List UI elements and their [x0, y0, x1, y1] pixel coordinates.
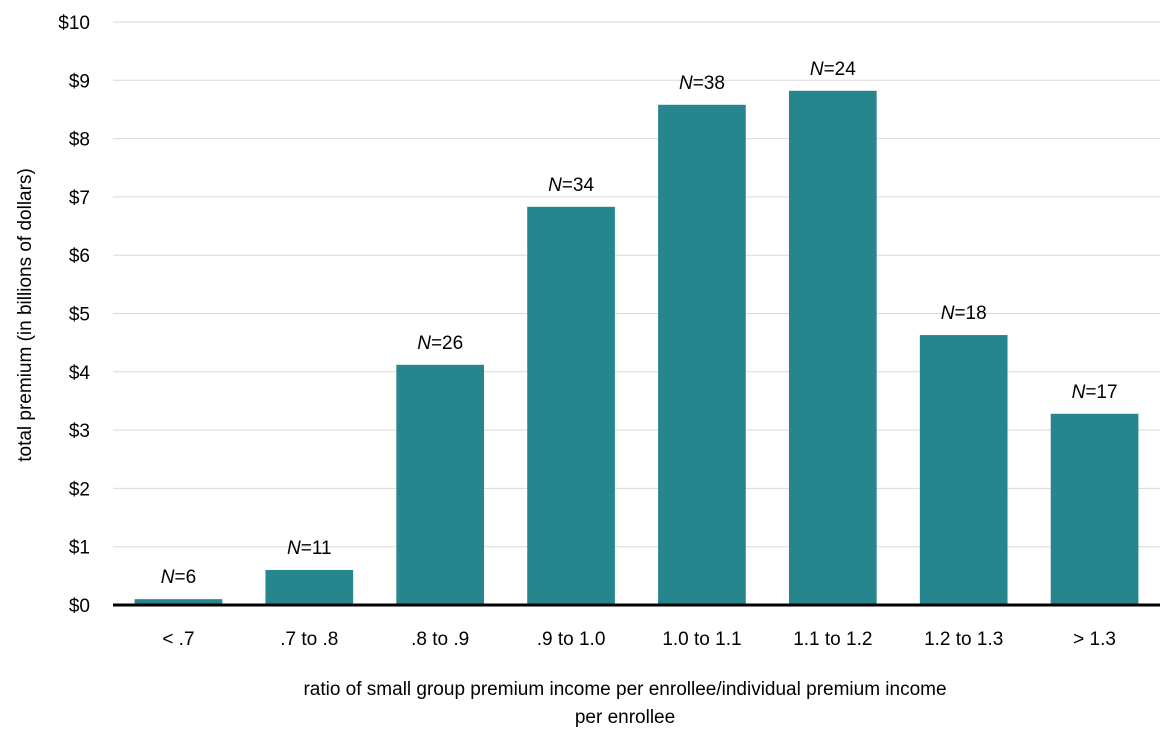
x-axis-ticks: < .7 .7 to .8 .8 to .9 .9 to 1.0 1.0 to 1.1 1…: [162, 629, 1116, 650]
y-tick-label: $4: [69, 363, 91, 384]
x-axis-title-line-2: per enrollee: [575, 707, 675, 728]
grid-lines: [113, 21, 1160, 548]
x-tick-label: 1.2 to 1.3: [924, 629, 1003, 650]
bar: [919, 335, 1008, 605]
y-tick-label: $6: [69, 246, 90, 267]
bar: [1050, 413, 1139, 605]
bar: [134, 599, 223, 605]
bars: [134, 90, 1139, 605]
bar: [658, 104, 746, 605]
y-tick-label: $8: [69, 130, 90, 151]
x-tick-label: < .7: [162, 629, 194, 650]
y-tick-label: $10: [58, 13, 90, 34]
y-axis-ticks: $0 $1 $2 $3 $4 $5 $6 $7 $8 $9 $10: [58, 13, 90, 617]
y-tick-label: $0: [69, 596, 90, 617]
data-label: N=6: [161, 567, 196, 588]
data-labels: N=6 N=11 N=26 N=34 N=38 N=24 N=18 N=17: [161, 59, 1118, 588]
x-tick-label: .9 to 1.0: [537, 629, 606, 650]
y-tick-label: $7: [69, 188, 90, 209]
data-label: N=18: [941, 303, 987, 324]
x-tick-label: 1.1 to 1.2: [793, 629, 872, 650]
x-tick-label: .8 to .9: [411, 629, 469, 650]
y-tick-label: $9: [69, 71, 90, 92]
x-axis-title-line-1: ratio of small group premium income per …: [303, 679, 946, 700]
data-label: N=26: [417, 333, 463, 354]
y-tick-label: $5: [69, 305, 90, 326]
data-label: N=17: [1072, 382, 1118, 403]
y-tick-label: $1: [69, 538, 90, 559]
x-tick-label: .7 to .8: [280, 629, 338, 650]
data-label: N=11: [287, 538, 332, 559]
x-tick-label: > 1.3: [1073, 629, 1116, 650]
data-label: N=24: [810, 59, 856, 80]
y-axis-title: total premium (in billions of dollars): [15, 168, 36, 462]
bar: [788, 90, 877, 605]
x-tick-label: 1.0 to 1.1: [662, 629, 741, 650]
data-label: N=34: [548, 175, 594, 196]
y-tick-label: $3: [69, 421, 90, 442]
bar: [396, 364, 485, 605]
bar: [265, 570, 354, 605]
data-label: N=38: [679, 73, 725, 94]
y-tick-label: $2: [69, 479, 90, 500]
bar: [527, 206, 615, 605]
